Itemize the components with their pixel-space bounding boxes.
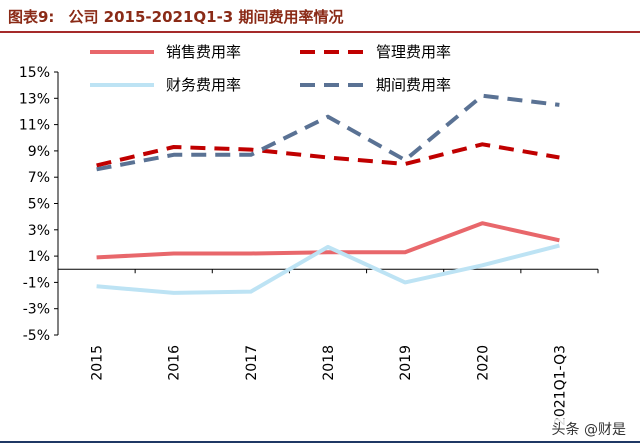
y-tick-label: 1% [28,249,50,265]
series-lines [96,93,560,295]
y-tick-label: 9% [28,144,50,160]
y-tick-label: 5% [28,197,50,213]
y-tick-label: 7% [28,170,50,186]
x-tick-label: 2015 [90,345,106,381]
series-line-3 [96,93,560,172]
x-tick-label: 2018 [321,345,337,381]
x-tick-label: 2021Q1-Q3 [552,345,568,426]
y-tick-label: -3% [23,302,50,318]
x-tick-label: 2016 [167,345,183,381]
y-tick-label: -1% [23,275,50,291]
y-tick-label: 3% [28,223,50,239]
x-tick-label: 2019 [398,345,414,381]
legend-label: 销售费用率 [166,43,241,61]
y-tick-label: 15% [19,65,50,81]
y-tick-label: 11% [19,118,50,134]
legend-label: 期间费用率 [376,76,451,94]
x-tick-label: 2017 [244,345,260,381]
bottom-rule [0,441,640,443]
y-tick-label: 13% [19,91,50,107]
figure-title-text: 公司 2015-2021Q1-3 期间费用率情况 [68,8,344,26]
title-rule [0,31,640,33]
series-line-0 [96,221,560,260]
legend-label: 财务费用率 [166,76,241,94]
y-tick-label: -5% [23,328,50,344]
y-axis: 15% 13% 11% 9% 7% 5% 3% 1% -1% -3% -5% [19,65,59,344]
x-axis: 2015 2016 2017 2018 2019 2020 2021Q1-Q3 [57,268,599,426]
series-line-1 [96,142,560,168]
watermark: 头条 @财是 [549,419,628,439]
figure-title: 图表9: 公司 2015-2021Q1-3 期间费用率情况 [8,6,628,27]
figure-label: 图表9: [8,8,55,26]
legend-label: 管理费用率 [376,43,451,61]
x-tick-label: 2020 [475,345,491,381]
